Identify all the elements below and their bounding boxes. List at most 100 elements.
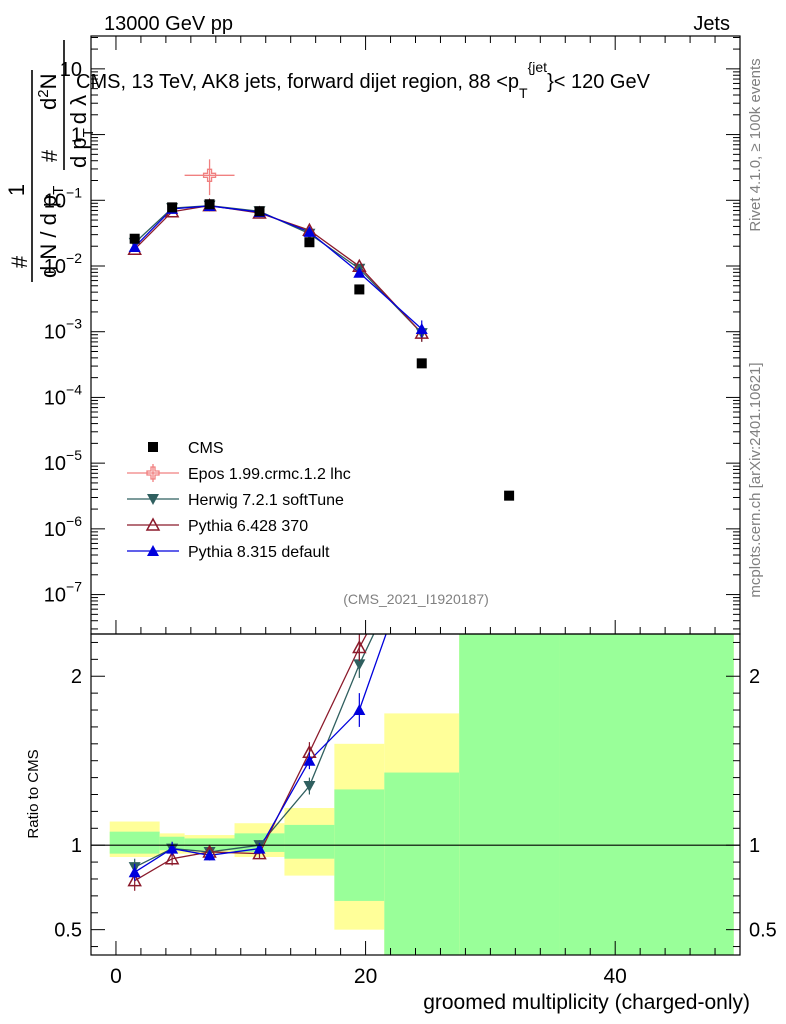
epos-point-0 <box>202 168 217 182</box>
ylabel-hash-2: # <box>37 149 62 162</box>
mcplots-source-label: mcplots.cern.ch [arXiv:2401.10621] <box>747 362 764 597</box>
cms-data-point-0 <box>129 233 140 244</box>
ylabel-d2n: d2N <box>35 74 61 110</box>
pythia-6-428-370-main-line <box>134 204 423 334</box>
pythia-8-315-default-point-5 <box>353 266 366 278</box>
title-close: }< 120 GeV <box>547 71 651 93</box>
header-energy-label: 13000 GeV pp <box>104 13 233 35</box>
ratio-y-tick-label-right-0: 2 <box>749 666 760 688</box>
legend-marker-epos-1-99-crmc-1-2-lhc <box>146 466 160 480</box>
main-y-tick-label-6: 10−5 <box>44 447 82 475</box>
pythia-6-428-370-ratio-point-0 <box>127 873 142 887</box>
cms-data-point-7 <box>504 490 515 501</box>
title-main: CMS, 13 TeV, AK8 jets, forward dijet reg… <box>76 71 519 93</box>
ylabel-n-text: N <box>36 74 61 90</box>
green-band-7 <box>459 634 560 955</box>
legend-label-herwig-7-2-1-softtune: Herwig 7.2.1 softTune <box>188 492 344 509</box>
pythia-6-428-370-ratio-point-5 <box>352 639 367 654</box>
green-band-2 <box>184 838 235 851</box>
legend-marker-cms <box>148 442 158 452</box>
green-band-4 <box>284 824 335 859</box>
pythia-8-315-default-point-6 <box>415 322 428 334</box>
x-tick-label-0: 0 <box>110 965 122 988</box>
herwig-7-2-1-softtune-ratio-point-5 <box>353 659 366 671</box>
ylabel-dlambda-text: d λ <box>66 95 91 124</box>
pythia-8-315-default-ratio-point-3 <box>253 842 266 854</box>
ylabel-t-subscript-2: T <box>80 128 97 137</box>
pythia-8-315-default-point-0 <box>128 240 141 252</box>
tick-exponent: −2 <box>66 250 82 266</box>
main-y-axis-label: 1 # d N / d pT # d2N d pTd λ <box>4 40 97 282</box>
header-jets-label: Jets <box>693 13 730 35</box>
tick-base: 10 <box>44 322 66 344</box>
ylabel-d-text: d <box>36 98 61 110</box>
legend-marker-pythia-8-315-default <box>147 545 159 556</box>
tick-exponent: −1 <box>66 184 82 200</box>
main-y-tick-label-4: 10−3 <box>44 316 82 344</box>
pythia-8-315-default-ratio-point-4 <box>303 754 316 766</box>
main-y-tick-label-1: 1 <box>71 125 82 147</box>
cms-data-point-4 <box>304 237 315 248</box>
tick-base: 10 <box>44 519 66 541</box>
pythia-8-315-default-ratio-point-5 <box>353 704 366 716</box>
uncertainty-bands <box>109 634 734 955</box>
ratio-y-tick-label-left-2: 0.5 <box>54 920 82 942</box>
ylabel-hash-1: # <box>7 255 32 268</box>
rivet-version-label: Rivet 4.1.0, ≥ 100k events <box>747 58 764 231</box>
tick-exponent: −3 <box>66 316 82 332</box>
ylabel-two-superscript: 2 <box>35 89 52 97</box>
legend-label-epos-1-99-crmc-1-2-lhc: Epos 1.99.crmc.1.2 lhc <box>188 466 351 483</box>
title-jet-superscript: {jet <box>528 59 548 75</box>
ylabel-one: 1 <box>4 184 29 196</box>
main-y-tick-label-7: 10−6 <box>44 513 82 541</box>
pythia-8-315-default-main-line <box>134 205 423 330</box>
legend-marker-epos-1-99-crmc-1-2-lhc-shape <box>146 466 160 480</box>
main-y-tick-label-8: 10−7 <box>44 579 82 607</box>
cms-data-point-1 <box>167 202 178 213</box>
green-band-8 <box>559 634 734 955</box>
green-band-0 <box>109 831 160 854</box>
pythia-6-428-370-ratio-point-1 <box>164 851 180 865</box>
x-tick-label-2: 40 <box>604 965 627 988</box>
tick-exponent: −7 <box>66 579 82 595</box>
ylabel-dn-dpt: d N / d pT <box>36 186 67 278</box>
ratio-y-tick-label-right-1: 1 <box>749 835 760 857</box>
main-y-tick-label-0: 10 <box>60 59 82 81</box>
herwig-7-2-1-softtune-main-line <box>134 204 423 334</box>
pythia-8-315-default-ratio-point-2 <box>203 849 216 861</box>
ylabel-t-subscript-1: T <box>50 186 67 195</box>
pythia-8-315-default-point-4 <box>303 225 316 237</box>
legend-label-pythia-8-315-default: Pythia 8.315 default <box>188 544 330 561</box>
tick-exponent: −6 <box>66 513 82 529</box>
legend-marker-herwig-7-2-1-softtune <box>147 494 159 505</box>
ratio-y-tick-label-left-0: 2 <box>71 666 82 688</box>
x-axis-label: groomed multiplicity (charged-only) <box>423 991 750 1014</box>
legend-label-pythia-6-428-370: Pythia 6.428 370 <box>188 518 308 535</box>
herwig-7-2-1-softtune-ratio-point-4 <box>303 781 316 793</box>
pythia-8-315-default-ratio-point-1 <box>166 842 179 854</box>
main-y-tick-label-5: 10−4 <box>44 381 82 409</box>
legend-marker-pythia-6-428-370 <box>145 517 161 531</box>
cms-data-point-2 <box>204 199 215 210</box>
ratio-y-tick-label-left-1: 1 <box>71 835 82 857</box>
legend: CMS Epos 1.99.crmc.1.2 lhc Herwig 7.2.1 so… <box>127 440 351 561</box>
title-pt-subscript: T <box>519 85 528 101</box>
main-panel-series <box>127 159 515 501</box>
main-y-tick-label-3: 10−2 <box>44 250 82 278</box>
cms-data-point-3 <box>254 206 265 217</box>
x-tick-label-1: 20 <box>354 965 377 988</box>
cms-data-point-6 <box>416 358 427 369</box>
analysis-id-label: (CMS_2021_I1920187) <box>343 591 489 607</box>
ratio-y-axis-label: Ratio to CMS <box>25 749 42 838</box>
green-band-6 <box>384 772 460 955</box>
axis-ticks <box>90 36 741 955</box>
legend-label-cms: CMS <box>188 440 224 457</box>
tick-base: 10 <box>44 190 66 212</box>
tick-base: 10 <box>44 453 66 475</box>
ylabel-dpt-dlambda: d pTd λ <box>66 95 97 168</box>
cms-data-point-5 <box>354 284 365 295</box>
ratio-y-tick-label-right-2: 0.5 <box>749 920 777 942</box>
plot-title: CMS, 13 TeV, AK8 jets, forward dijet reg… <box>76 59 651 101</box>
